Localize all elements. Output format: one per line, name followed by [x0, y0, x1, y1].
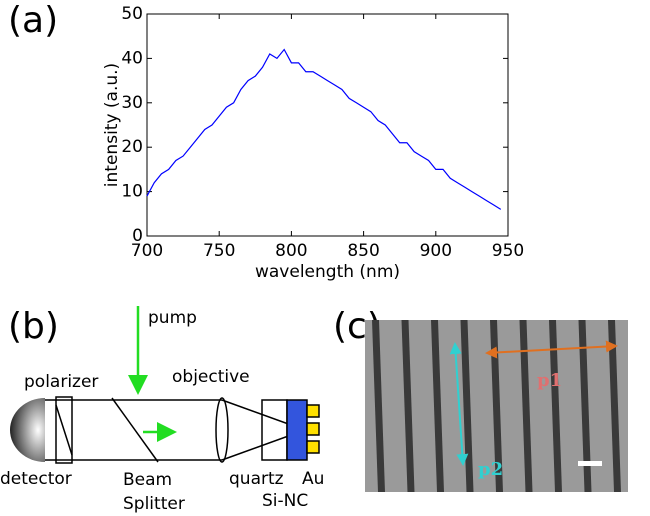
y-tick-label: 30: [121, 93, 143, 113]
quartz-icon: [261, 399, 288, 461]
label: polarizer: [24, 372, 98, 392]
groove: [549, 320, 562, 492]
label: Au: [302, 469, 324, 489]
x-tick-label: 900: [420, 241, 452, 261]
label: Si-NC: [262, 491, 308, 511]
label: detector: [0, 469, 72, 489]
x-tick-label: 750: [203, 241, 235, 261]
sem-image: [365, 320, 650, 492]
au-icon: [306, 422, 320, 436]
groove: [519, 320, 533, 492]
x-tick-label: 700: [131, 241, 163, 261]
panel-label: (b): [8, 306, 59, 347]
panel-label: (a): [8, 0, 58, 41]
groove: [608, 320, 621, 492]
y-axis-label: intensity (a.u.): [102, 63, 122, 187]
y-tick-label: 50: [121, 4, 143, 24]
groove: [490, 320, 503, 492]
setup-diagram: [10, 306, 320, 464]
label: pump: [148, 308, 197, 328]
label: Splitter: [123, 494, 185, 514]
label: objective: [172, 367, 250, 387]
label: p2: [478, 459, 503, 480]
au-icon: [306, 404, 320, 418]
label: Beam: [123, 470, 172, 490]
au-icon: [306, 440, 320, 454]
p1-arrow: [485, 340, 618, 359]
polarizer-icon: [55, 396, 73, 464]
y-tick-label: 0: [132, 226, 143, 246]
p2-arrow: [449, 342, 469, 466]
plot-frame: [146, 13, 509, 237]
x-tick-label: 800: [275, 241, 307, 261]
groove: [638, 320, 650, 492]
detector-icon: [10, 398, 45, 462]
spectrum-line: [146, 48, 502, 210]
polarizer-icon: [55, 404, 73, 456]
y-tick-label: 40: [121, 48, 143, 68]
groove: [401, 320, 415, 492]
si-nc-icon: [286, 399, 308, 461]
label: quartz: [229, 469, 284, 489]
groove: [578, 320, 592, 492]
y-tick-label: 10: [121, 182, 143, 202]
plot: 0 10 20 30 40 50 700 750 800 850 900 950 wavelength …: [102, 4, 524, 282]
groove: [372, 320, 385, 492]
label: p1: [537, 370, 562, 391]
beam-splitter-icon: [111, 397, 159, 463]
x-axis-label: wavelength (nm): [255, 262, 400, 282]
x-tick-label: 950: [492, 241, 524, 261]
objective-icon: [215, 397, 229, 463]
scale-bar: [578, 461, 602, 466]
y-tick-label: 20: [121, 137, 143, 157]
groove: [431, 320, 444, 492]
x-tick-label: 850: [347, 241, 379, 261]
